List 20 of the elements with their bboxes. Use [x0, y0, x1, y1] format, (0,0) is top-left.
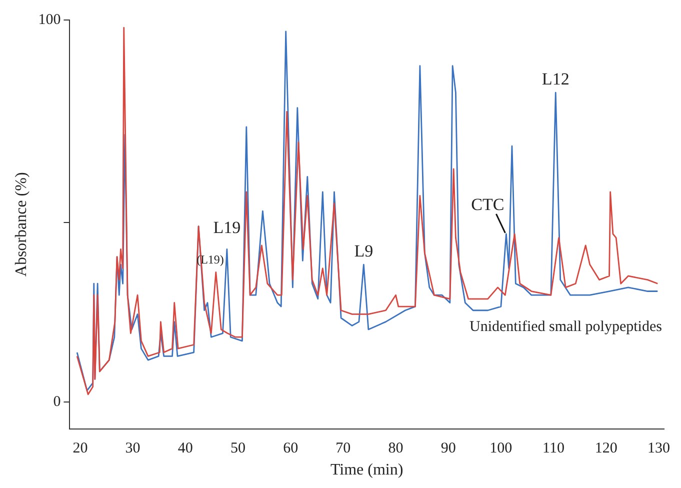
x-tick-label: 100 — [490, 440, 512, 457]
x-tick-label: 80 — [388, 440, 404, 457]
annotation: Unidentified small polypeptides — [469, 319, 662, 336]
annotation: L19 — [213, 218, 241, 238]
x-tick-label: 30 — [125, 440, 140, 457]
x-tick-label: 120 — [594, 440, 618, 457]
x-tick-label: 110 — [542, 440, 564, 457]
annotation: L9 — [354, 241, 374, 260]
x-tick-label: 40 — [178, 440, 193, 457]
x-tick-label: 90 — [440, 440, 456, 457]
x-tick-label: 20 — [72, 440, 88, 457]
annotation: L12 — [542, 70, 570, 89]
x-tick-label: 60 — [283, 440, 298, 457]
x-tick-label: 50 — [230, 440, 246, 457]
x-tick-label: 130 — [647, 440, 670, 457]
x-tick-label: 70 — [336, 440, 351, 457]
x-axis-title: Time (min) — [330, 462, 404, 479]
y-tick-label: 0 — [53, 394, 61, 410]
y-axis-title: Absorbance (%) — [12, 172, 30, 277]
annotation: CTC — [471, 194, 504, 214]
